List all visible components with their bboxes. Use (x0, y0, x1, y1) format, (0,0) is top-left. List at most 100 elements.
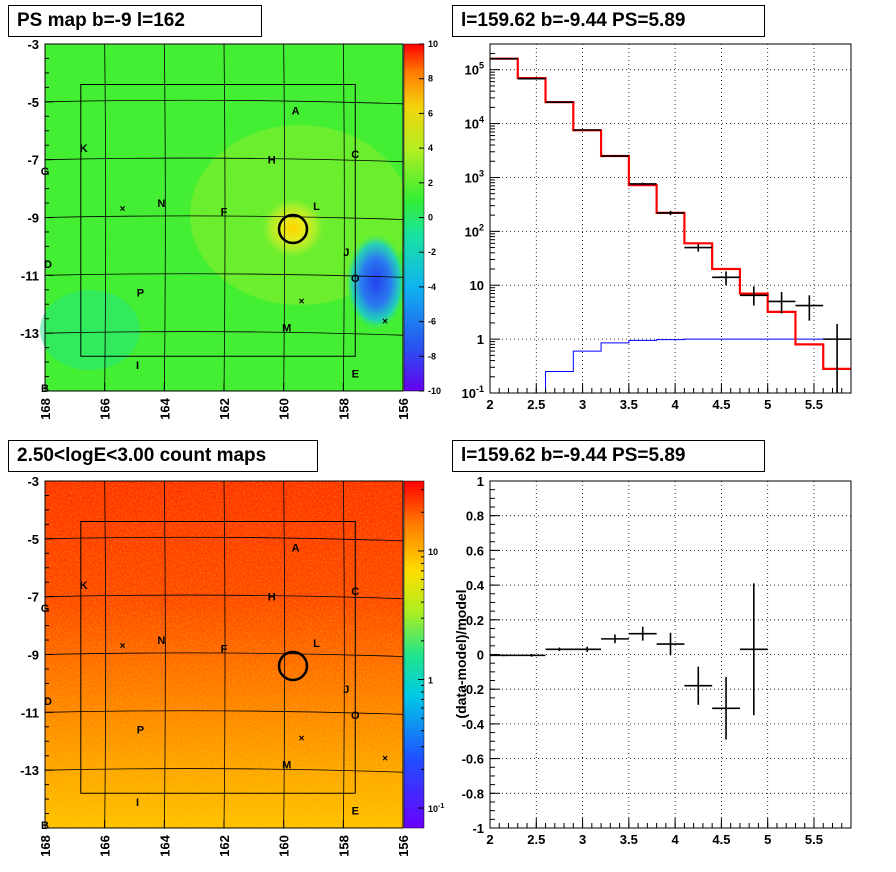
map-source-cross: × (382, 317, 388, 328)
map-latitude-line (44, 594, 404, 600)
map-y-tick-label: -3 (27, 474, 39, 489)
spectrum-x-tick-label: 2.5 (527, 397, 545, 412)
colorbar-tick-label: 4 (428, 143, 433, 153)
colorbar-tick-label: 2 (428, 178, 433, 188)
spectrum-x-tick-label: 3.5 (620, 397, 638, 412)
map-y-tick-label: -13 (20, 326, 39, 341)
spectrum-y-tick-label: 10 (470, 278, 484, 293)
ps-map-axes: 168 166 164 162 160 158 156 -3 -5 -7 -9 -11 -13 (20, 37, 411, 420)
residual-y-tick-label: -0.8 (462, 786, 484, 801)
residual-y-tick-label: -0.6 (462, 752, 484, 767)
ps-map-hotspot (259, 196, 327, 260)
spectrum-x-tick-label: 4 (672, 397, 680, 412)
map-source-label: N (157, 198, 165, 210)
spectrum-y-tick-label: 1 (477, 332, 484, 347)
map-longitude-line (163, 480, 166, 829)
map-source-cross: × (382, 754, 388, 765)
map-source-label: E (352, 369, 359, 381)
colorbar-tick-label: 10 (428, 39, 438, 49)
map-source-label: M (282, 322, 291, 334)
map-x-tick-label: 168 (38, 835, 53, 857)
spectrum-x-tick-label: 3 (579, 397, 586, 412)
spectrum-y-tick-label: 103 (465, 168, 484, 185)
ps-map-colorbar-ticks: 10 8 6 4 2 0 -2 -4 -6 -8 -10 (419, 39, 441, 396)
residual-y-tick-label: 0.8 (466, 509, 484, 524)
map-latitude-line (44, 331, 404, 336)
residual-ylabel: (data-model)/model (453, 589, 469, 718)
residual-y-tick-label: -0.4 (462, 717, 485, 732)
ps-map-source-circle (277, 213, 309, 245)
residual-x-tick-label: 5.5 (805, 832, 823, 847)
count-map-colorbar (403, 480, 425, 829)
residual-y-tick-label: 0.2 (466, 613, 484, 628)
map-source-label: P (137, 288, 144, 300)
map-source-label: L (313, 201, 320, 213)
spectrum-x-tick-label: 5.5 (805, 397, 823, 412)
map-source-label: A (292, 106, 300, 118)
map-source-label: M (282, 759, 291, 771)
map-x-tick-label: 158 (336, 398, 351, 420)
ps-map-title: PS map b=-9 l=162 (8, 5, 262, 37)
map-longitude-line (223, 43, 226, 392)
colorbar-tick-label: 8 (428, 74, 433, 84)
count-map-colorbar-ticks: 10 1 10-1 (418, 489, 444, 814)
residual-x-tick-label: 2.5 (527, 832, 545, 847)
spectrum-panel: 2 2.5 3 3.5 4 4.5 5 5.5 10-1 1 10 102 103 104 105 (462, 43, 852, 412)
map-longitude-line (104, 480, 107, 829)
map-y-tick-label: -5 (27, 532, 39, 547)
spectrum-plot-area (490, 44, 851, 393)
spectrum-title: l=159.62 b=-9.44 PS=5.89 (452, 5, 765, 37)
map-source-label: D (44, 259, 52, 271)
residual-x-tick-label: 3 (579, 832, 586, 847)
residual-y-tick-label: -0.2 (462, 682, 484, 697)
spectrum-y-tick-label: 10-1 (462, 384, 484, 401)
spectrum-axes: 2 2.5 3 3.5 4 4.5 5 5.5 10-1 1 10 102 103 104 105 (462, 52, 852, 412)
residual-y-tick-label: 0.4 (466, 578, 485, 593)
map-inner-boundary (80, 520, 356, 794)
map-latitude-line (44, 215, 404, 220)
map-latitude-line (44, 99, 404, 105)
map-source-label: E (352, 806, 359, 818)
ps-map-panel: AKCGHNFLJDOPMIEB××× 16816616416216015815… (20, 37, 441, 420)
colorbar-tick-label: -8 (428, 351, 436, 361)
ps-map-coldspot (346, 234, 406, 330)
spectrum-x-tick-label: 4.5 (712, 397, 730, 412)
colorbar-tick-label: 10 (428, 547, 438, 557)
map-source-label: F (221, 207, 228, 219)
map-latitude-line (44, 157, 404, 163)
residual-y-tick-label: 0.6 (466, 543, 484, 558)
map-source-label: P (137, 725, 144, 737)
map-x-tick-label: 156 (396, 835, 411, 857)
map-source-label: I (136, 797, 139, 809)
spectrum-x-tick-label: 2 (486, 397, 493, 412)
spectrum-background-model (490, 338, 851, 394)
map-x-tick-label: 164 (157, 834, 172, 856)
count-map-source-circle (277, 650, 309, 682)
colorbar-tick-label: 0 (428, 213, 433, 223)
residual-x-tick-label: 4.5 (712, 832, 730, 847)
map-x-tick-label: 162 (217, 835, 232, 857)
map-x-tick-label: 166 (98, 835, 113, 857)
map-source-cross: × (120, 204, 126, 215)
ps-map-cool-region (40, 290, 140, 370)
map-source-label: C (351, 149, 359, 161)
map-y-tick-label: -9 (27, 211, 39, 226)
map-longitude-line (163, 43, 166, 392)
spectrum-data-points (490, 57, 851, 393)
spectrum-x-tick-label: 5 (764, 397, 771, 412)
colorbar-tick-label: -6 (428, 317, 436, 327)
map-source-label: C (351, 586, 359, 598)
residual-axes: 2 2.5 3 3.5 4 4.5 5 5.5 1 0.8 0.6 0.4 0.2 0 -0.2 -0.4 -0… (462, 474, 852, 847)
map-latitude-line (44, 710, 404, 715)
spectrum-y-tick-label: 105 (465, 61, 484, 78)
map-source-label: F (221, 644, 228, 656)
count-map-axes: 168 166 164 162 160 158 156 -3 -5 -7 -9 -11 -13 (20, 474, 411, 857)
map-latitude-line (44, 768, 404, 773)
map-source-label: K (80, 580, 88, 592)
colorbar-tick-label: -10 (428, 386, 441, 396)
map-x-tick-label: 168 (38, 398, 53, 420)
map-source-label: O (351, 273, 360, 285)
count-map-title: 2.50<logE<3.00 count maps (8, 440, 318, 472)
residual-y-tick-label: 1 (477, 474, 484, 489)
